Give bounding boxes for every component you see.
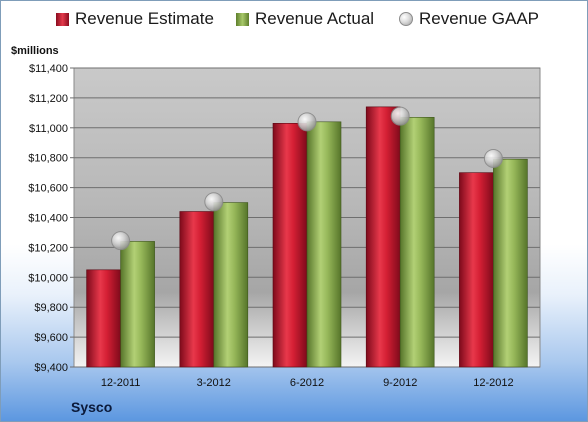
legend-item-actual: Revenue Actual (236, 8, 374, 30)
y-tick-label: $11,000 (29, 123, 68, 135)
bars (86, 106, 528, 368)
legend-label-actual: Revenue Actual (255, 9, 375, 28)
legend-item-gaap: Revenue GAAP (399, 8, 539, 30)
y-tick-label: $9,800 (34, 302, 68, 314)
y-tick-label: $10,200 (28, 242, 68, 254)
y-axis-ticks: $9,400 $9,600 $9,800 $10,000 $10,200 $10,400 $… (28, 63, 74, 374)
y-axis-unit-label: $millions (11, 45, 59, 57)
bar-revenue-actual (213, 202, 249, 368)
y-tick-label: $10,400 (28, 213, 68, 225)
y-tick-label: $11,400 (29, 63, 68, 75)
bar-revenue-estimate (272, 123, 308, 368)
x-tick-label: 12-2011 (101, 377, 141, 389)
x-tick-label: 9-2012 (383, 377, 417, 389)
legend-label-estimate: Revenue Estimate (75, 9, 214, 28)
legend-label-gaap: Revenue GAAP (419, 9, 540, 28)
marker-revenue-gaap (111, 231, 131, 251)
marker-revenue-gaap (297, 112, 317, 132)
legend: Revenue Estimate Revenue Actual Revenue … (1, 1, 587, 35)
y-tick-label: $10,600 (28, 183, 68, 195)
x-axis-ticks: 12-2011 3-2012 6-2012 9-2012 12-2012 (101, 377, 514, 389)
legend-item-estimate: Revenue Estimate (56, 8, 214, 30)
y-tick-label: $9,600 (34, 332, 68, 344)
bar-revenue-actual (493, 158, 528, 368)
legend-swatch-estimate (56, 12, 69, 26)
x-tick-label: 12-2012 (473, 377, 513, 389)
bar-revenue-estimate (365, 106, 401, 368)
y-tick-label: $10,000 (28, 272, 68, 284)
bar-revenue-actual (399, 117, 435, 368)
bar-revenue-estimate (459, 172, 494, 368)
bar-revenue-actual (306, 121, 342, 368)
x-tick-label: 6-2012 (290, 377, 324, 389)
y-tick-label: $11,200 (29, 93, 68, 105)
x-tick-label: 3-2012 (197, 377, 231, 389)
marker-revenue-gaap (390, 106, 410, 126)
y-tick-label: $10,800 (28, 153, 68, 165)
marker-revenue-gaap (483, 148, 503, 168)
legend-swatch-actual (236, 12, 249, 26)
y-tick-label: $9,400 (34, 362, 68, 374)
bar-revenue-actual (120, 241, 155, 368)
gaap-markers (111, 106, 503, 251)
company-name: Sysco (71, 399, 113, 415)
bar-revenue-estimate (86, 269, 121, 368)
legend-marker-gaap (399, 12, 413, 26)
bar-revenue-estimate (179, 211, 215, 368)
marker-revenue-gaap (204, 192, 224, 212)
